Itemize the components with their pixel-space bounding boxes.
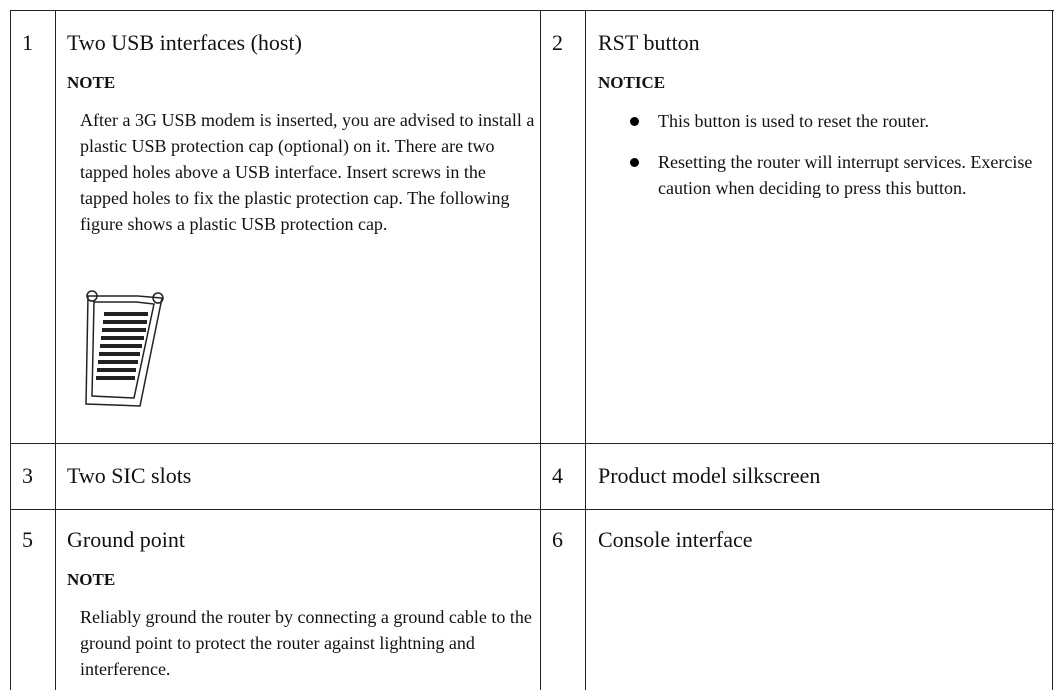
item-number: 2 [552,30,563,55]
item-title: Two SIC slots [67,463,192,488]
item-title: Product model silkscreen [598,463,821,488]
bullet [630,117,639,126]
note-label: NOTICE [598,73,666,92]
note-text: Reliably ground the router by connecting… [80,607,532,679]
item-number: 4 [552,463,563,488]
note-label: NOTE [67,73,116,92]
item-number: 1 [22,30,33,55]
bullet [630,158,639,167]
note-text: After a 3G USB modem is inserted, you ar… [80,110,535,234]
note-label: NOTE [67,570,116,589]
rule [10,443,1054,444]
rule [10,509,1054,510]
bullet-text: This button is used to reset the router. [658,111,929,131]
item-title: RST button [598,30,700,55]
rule [10,10,1054,11]
item-number: 5 [22,527,33,552]
usb-cap-figure [85,290,164,407]
item-number: 6 [552,527,563,552]
rule [585,10,586,690]
rule [10,10,11,690]
item-title: Console interface [598,527,753,552]
item-title: Ground point [67,527,185,552]
item-number: 3 [22,463,33,488]
rule [540,10,541,690]
bullet-text: Resetting the router will interrupt serv… [658,152,1033,198]
rule [1052,10,1053,690]
rule [55,10,56,690]
item-title: Two USB interfaces (host) [67,30,302,55]
